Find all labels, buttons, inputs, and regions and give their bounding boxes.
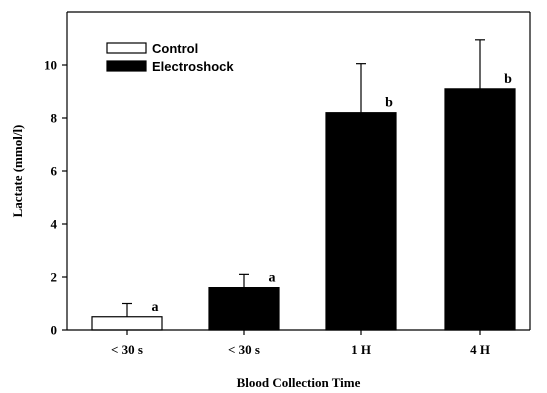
legend-label-control: Control bbox=[152, 41, 198, 56]
legend-label-electroshock: Electroshock bbox=[152, 59, 234, 74]
x-axis-title: Blood Collection Time bbox=[237, 375, 361, 390]
significance-label: b bbox=[504, 72, 512, 87]
y-tick-label: 2 bbox=[51, 270, 58, 285]
bar-control bbox=[91, 316, 163, 331]
x-tick-label: 1 H bbox=[351, 342, 371, 357]
y-tick-label: 8 bbox=[51, 111, 58, 126]
plot-area: a a b b bbox=[91, 39, 516, 331]
y-ticks: 0 2 4 6 8 10 bbox=[44, 58, 67, 338]
bar-electroshock bbox=[325, 112, 397, 331]
legend-swatch-electroshock bbox=[106, 60, 147, 72]
y-axis-title: Lactate (mmol/l) bbox=[10, 125, 25, 218]
bar-electroshock bbox=[444, 88, 516, 331]
significance-label: a bbox=[269, 271, 276, 286]
y-tick-label: 10 bbox=[44, 58, 57, 73]
significance-label: a bbox=[152, 300, 159, 315]
legend-swatch-control bbox=[106, 42, 147, 54]
x-tick-label: 4 H bbox=[470, 342, 490, 357]
significance-label: b bbox=[385, 96, 393, 111]
legend: Control Electroshock bbox=[106, 41, 234, 74]
bar-electroshock bbox=[208, 287, 280, 331]
y-tick-label: 0 bbox=[51, 323, 58, 338]
y-tick-label: 6 bbox=[51, 164, 58, 179]
x-ticks: < 30 s < 30 s 1 H 4 H bbox=[111, 330, 490, 357]
x-tick-label: < 30 s bbox=[111, 342, 143, 357]
y-tick-label: 4 bbox=[51, 217, 58, 232]
x-tick-label: < 30 s bbox=[228, 342, 260, 357]
